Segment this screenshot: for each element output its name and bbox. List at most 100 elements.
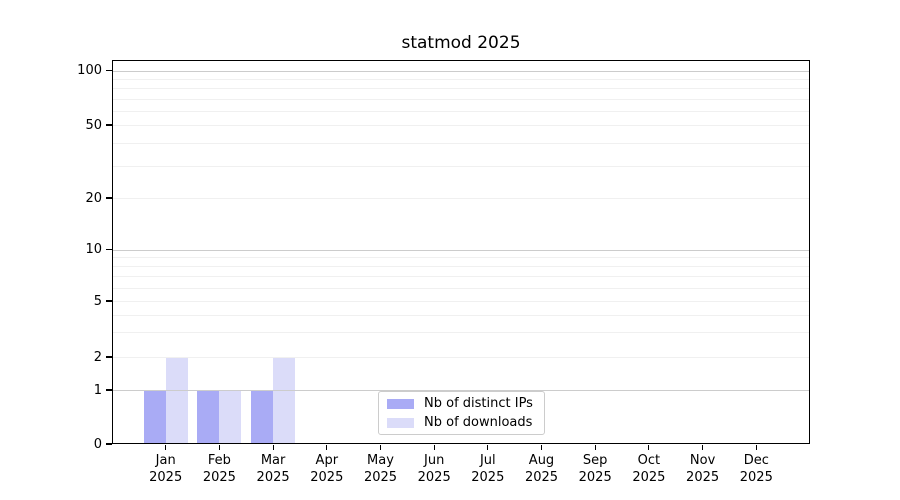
gridline-y-9 — [112, 257, 810, 259]
bar-feb-downloads — [219, 390, 242, 444]
x-tick-label-line: Jul — [479, 453, 496, 468]
x-tick-mark-jul — [487, 445, 489, 450]
chart-title: statmod 2025 — [401, 33, 521, 53]
x-tick-label-line: Dec — [743, 453, 769, 468]
gridline-y-20 — [112, 198, 810, 199]
x-tick-label-feb: Feb 2025 — [189, 452, 249, 486]
x-tick-label-line: 2025 — [149, 470, 183, 485]
x-tick-label-line: 2025 — [363, 470, 398, 485]
gridline-y-50 — [112, 125, 810, 126]
gridline-y-60 — [112, 110, 810, 112]
gridline-y-1 — [112, 390, 810, 391]
y-tick-mark-5 — [106, 300, 112, 302]
x-tick-label-line: 2025 — [686, 470, 720, 485]
x-tick-label-jul: Jul 2025 — [458, 452, 518, 486]
x-tick-label-line: May — [367, 453, 394, 468]
x-tick-label-line: 2025 — [524, 470, 559, 485]
x-tick-mark-mar — [272, 445, 274, 450]
y-tick-label-2: 2 — [93, 349, 102, 365]
legend-label-downloads: Nb of downloads — [424, 414, 533, 430]
legend-entry-downloads: Nb of downloads — [379, 415, 544, 431]
legend-swatch-downloads-icon — [387, 417, 414, 428]
y-tick-mark-50 — [106, 124, 112, 126]
x-tick-label-line: Feb — [207, 453, 231, 468]
legend: Nb of distinct IPs Nb of downloads — [378, 391, 545, 435]
y-tick-label-1: 1 — [93, 382, 102, 398]
x-tick-label-nov: Nov 2025 — [673, 452, 733, 486]
plot-area — [112, 60, 810, 444]
x-tick-label-line: 2025 — [417, 470, 451, 485]
x-tick-mark-apr — [326, 445, 328, 450]
grid-layer — [112, 60, 810, 444]
y-tick-label-10: 10 — [85, 242, 102, 257]
gridline-y-70 — [112, 98, 810, 100]
gridline-y-4 — [112, 314, 810, 316]
y-tick-mark-0 — [106, 443, 112, 445]
gridline-y-2 — [112, 357, 810, 358]
y-tick-label-100: 100 — [77, 63, 102, 79]
legend-label-distinct-ips: Nb of distinct IPs — [424, 395, 533, 411]
x-tick-label-line: Apr — [315, 453, 339, 468]
y-tick-label-5: 5 — [93, 293, 102, 309]
gridline-y-40 — [112, 142, 810, 144]
x-tick-label-sep: Sep 2025 — [565, 452, 625, 486]
x-tick-mark-dec — [755, 445, 757, 450]
axis-spine-left — [112, 60, 114, 444]
x-tick-mark-sep — [594, 445, 596, 450]
axis-spine-top — [112, 60, 810, 62]
x-tick-mark-may — [379, 445, 382, 450]
gridline-y-7 — [112, 276, 810, 277]
bars-layer — [112, 60, 810, 444]
x-tick-label-apr: Apr 2025 — [297, 452, 357, 486]
x-tick-mark-aug — [540, 445, 543, 450]
bar-jan-distinct-ips — [143, 390, 166, 444]
x-tick-label-line: 2025 — [202, 470, 236, 485]
x-tick-label-line: 2025 — [256, 470, 290, 485]
x-tick-mark-nov — [702, 445, 704, 450]
x-tick-label-line: 2025 — [632, 470, 666, 485]
x-tick-label-dec: Dec 2025 — [726, 452, 786, 486]
bar-feb-distinct-ips — [197, 390, 220, 444]
x-tick-label-oct: Oct 2025 — [619, 452, 679, 486]
gridline-y-10 — [112, 249, 810, 251]
y-tick-mark-100 — [106, 70, 112, 72]
x-tick-label-may: May 2025 — [351, 452, 411, 486]
x-tick-mark-jan — [165, 445, 167, 450]
gridline-y-5 — [112, 301, 810, 302]
y-tick-label-50: 50 — [85, 117, 102, 133]
x-tick-mark-jun — [433, 445, 435, 450]
gridline-y-6 — [112, 287, 810, 289]
gridline-y-80 — [112, 88, 810, 90]
x-tick-label-jun: Jun 2025 — [404, 452, 464, 486]
x-tick-mark-feb — [218, 445, 220, 450]
gridline-y-100 — [112, 70, 810, 72]
gridline-y-30 — [112, 165, 810, 167]
x-tick-label-line: 2025 — [310, 470, 344, 485]
x-tick-label-line: 2025 — [578, 470, 612, 485]
x-tick-label-line: Nov — [689, 453, 716, 468]
axis-spine-bottom — [112, 442, 810, 444]
y-tick-label-20: 20 — [85, 190, 102, 206]
x-tick-label-line: Jan — [155, 453, 176, 468]
x-tick-label-jan: Jan 2025 — [136, 452, 196, 486]
x-tick-label-line: Jun — [424, 453, 445, 468]
x-tick-label-line: Oct — [637, 453, 661, 468]
bar-jan-downloads — [165, 357, 188, 444]
gridline-y-8 — [112, 266, 810, 268]
x-tick-label-mar: Mar 2025 — [243, 452, 303, 486]
bar-mar-downloads — [273, 357, 296, 444]
x-tick-mark-oct — [648, 445, 650, 450]
y-tick-mark-1 — [106, 389, 112, 391]
x-tick-label-aug: Aug 2025 — [512, 452, 572, 486]
bar-mar-distinct-ips — [251, 390, 274, 444]
y-tick-mark-20 — [106, 197, 112, 199]
x-tick-label-line: Mar — [260, 453, 286, 468]
legend-entry-distinct-ips: Nb of distinct IPs — [379, 396, 544, 412]
y-tick-label-0: 0 — [93, 436, 102, 452]
legend-swatch-distinct-ips-icon — [387, 398, 414, 409]
y-tick-mark-2 — [106, 356, 112, 358]
gridline-y-90 — [112, 79, 810, 80]
gridline-y-3 — [112, 332, 810, 334]
x-tick-label-line: Sep — [582, 453, 608, 468]
